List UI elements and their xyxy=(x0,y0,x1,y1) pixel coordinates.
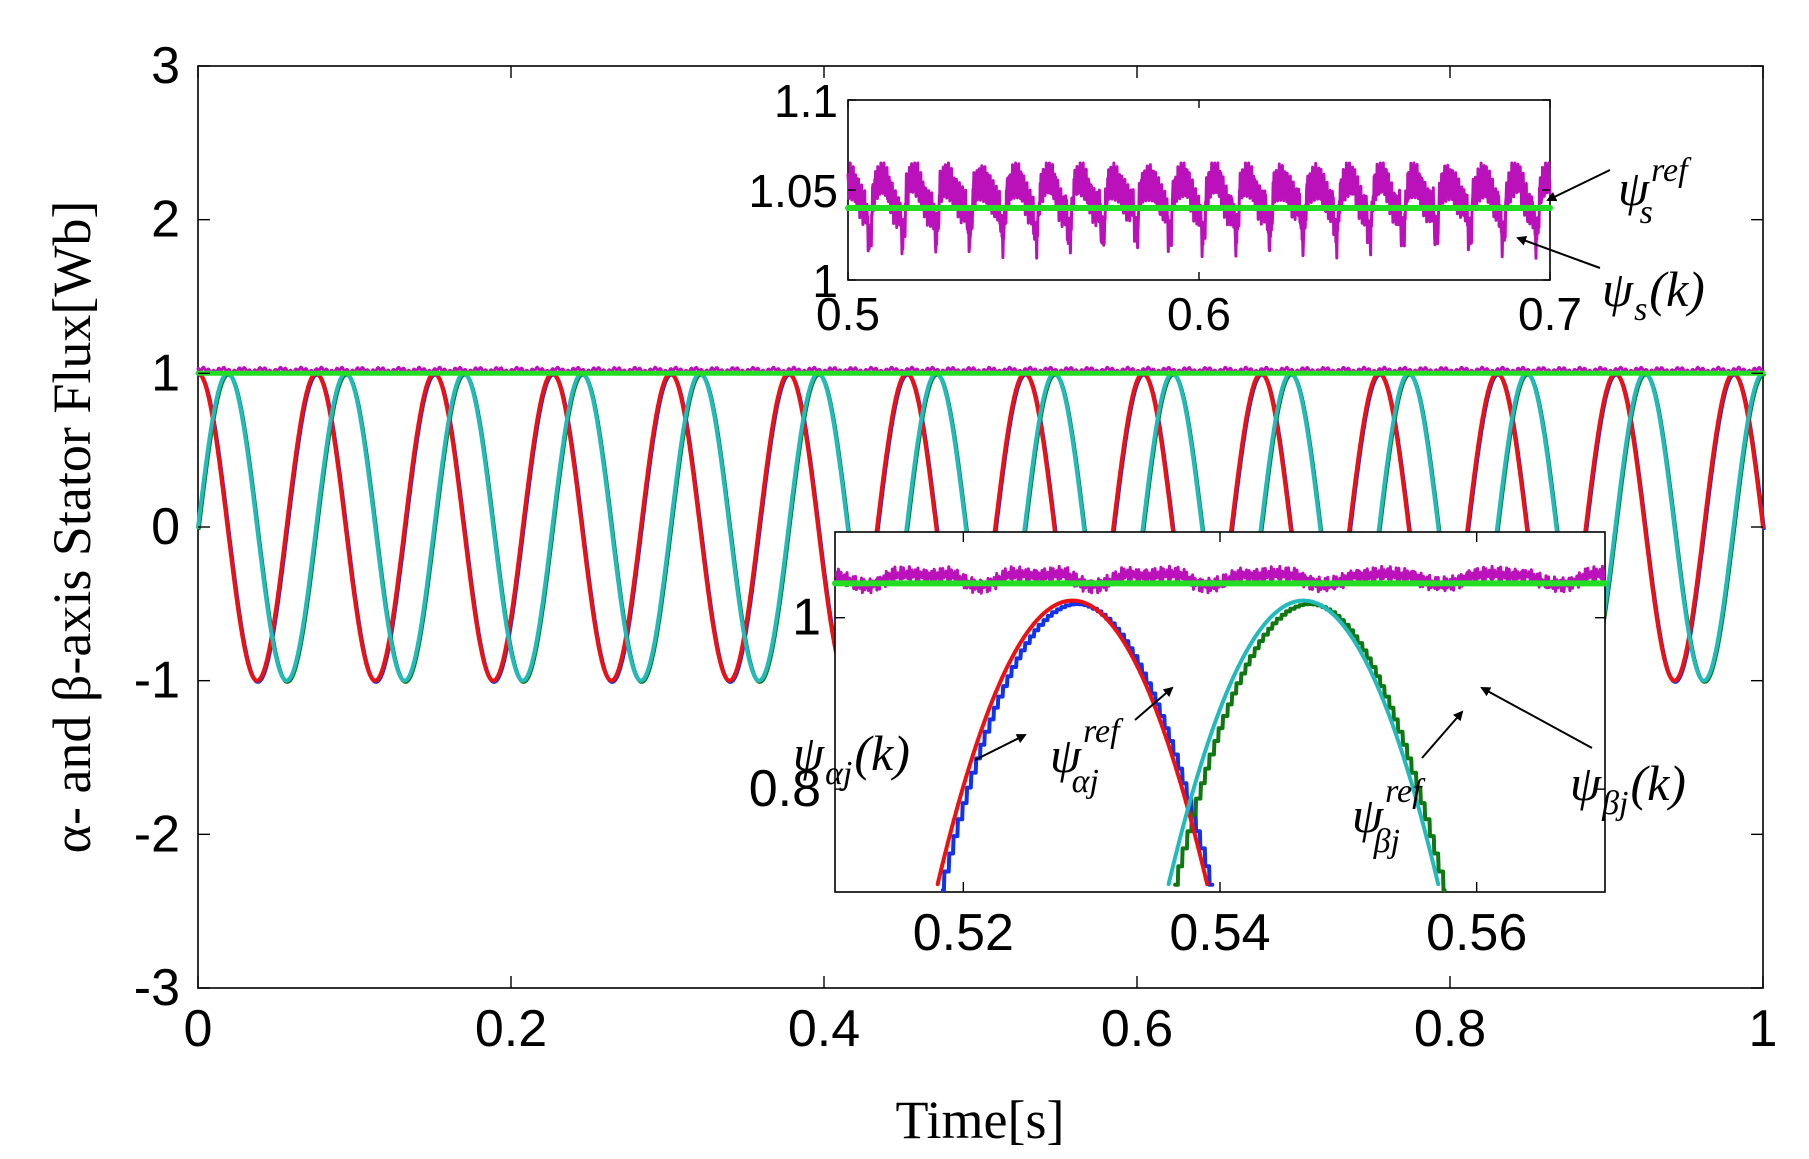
bottom-inset-xtick-label: 0.52 xyxy=(913,904,1014,962)
top-inset: 0.5 0.6 0.7 1.1 1.05 1 ψref s ψs(k) xyxy=(748,75,1704,340)
psi-s-k-label: ψs(k) xyxy=(1602,261,1705,328)
bottom-inset-beta-measured-line xyxy=(1173,602,1447,892)
main-xtick-label: 0.2 xyxy=(475,1000,547,1058)
main-xtick-label: 0 xyxy=(184,1000,213,1058)
psi-alpha-j-ref-arrow xyxy=(1134,686,1174,721)
main-axes-group: 0 0.2 0.4 0.6 0.8 1 3 2 1 0 -1 -2 -3 xyxy=(134,37,1778,1058)
x-axis-label: Time[s] xyxy=(895,1090,1064,1150)
psi-alpha-j-k-label: ψαj(k) xyxy=(793,725,910,792)
bottom-inset-alpha-measured-line xyxy=(940,602,1215,892)
main-xtick-label: 1 xyxy=(1749,1000,1778,1058)
bottom-inset-ytick-label: 1 xyxy=(792,589,821,647)
bottom-inset-axes-group: 0.52 0.54 0.56 0.8 1 xyxy=(749,532,1605,962)
main-ytick-label: 0 xyxy=(151,498,180,556)
main-ytick-label: -3 xyxy=(134,959,180,1017)
bottom-inset-xtick-label: 0.56 xyxy=(1426,904,1527,962)
main-xtick-label: 0.8 xyxy=(1414,1000,1486,1058)
psi-s-ref-arrow xyxy=(1546,169,1611,202)
psi-beta-j-k-arrow xyxy=(1480,687,1593,749)
top-inset-ytick-label: 1 xyxy=(812,255,838,307)
bottom-inset: 0.52 0.54 0.56 0.8 1 ψαj(k) ψref αj ψref βj ψβ… xyxy=(749,531,1686,962)
top-inset-axes-group: 0.5 0.6 0.7 1.1 1.05 1 xyxy=(748,75,1582,340)
main-xtick-label: 0.6 xyxy=(1101,1000,1173,1058)
main-xtick-label: 0.4 xyxy=(788,1000,860,1058)
main-ytick-label: 1 xyxy=(151,344,180,402)
bottom-inset-xtick-label: 0.54 xyxy=(1169,904,1270,962)
psi-s-k-arrow xyxy=(1516,236,1601,269)
main-ytick-label: -2 xyxy=(134,805,180,863)
psi-beta-j-ref-arrow xyxy=(1421,710,1464,759)
top-inset-xtick-label: 0.7 xyxy=(1518,288,1582,340)
bottom-inset-series-group xyxy=(832,564,1608,892)
top-inset-xtick-label: 0.5 xyxy=(816,288,880,340)
bottom-inset-alpha-reference-line xyxy=(935,598,1210,887)
psi-alpha-j-ref-label: ψref αj xyxy=(1050,713,1124,800)
bottom-inset-ytick-label: 0.8 xyxy=(749,760,821,818)
psi-beta-j-k-label: ψβj(k) xyxy=(1570,755,1686,822)
top-inset-ytick-label: 1.1 xyxy=(774,75,838,127)
bottom-inset-beta-reference-line xyxy=(1166,598,1441,887)
top-inset-series-group xyxy=(845,161,1553,260)
main-series-group xyxy=(195,365,1766,684)
top-inset-xtick-label: 0.6 xyxy=(1167,288,1231,340)
psi-s-ref-label: ψref s xyxy=(1618,152,1692,231)
psi-beta-j-ref-label: ψref βj xyxy=(1352,773,1426,860)
main-ytick-label: 3 xyxy=(151,37,180,95)
main-ytick-label: -1 xyxy=(134,652,180,710)
psi-alpha-j-k-arrow xyxy=(974,734,1027,761)
y-axis-label: α- and β-axis Stator Flux[Wb] xyxy=(42,201,102,854)
bottom-inset-clipped-series xyxy=(835,564,1605,892)
top-inset-ytick-label: 1.05 xyxy=(748,165,838,217)
main-ytick-label: 2 xyxy=(151,191,180,249)
